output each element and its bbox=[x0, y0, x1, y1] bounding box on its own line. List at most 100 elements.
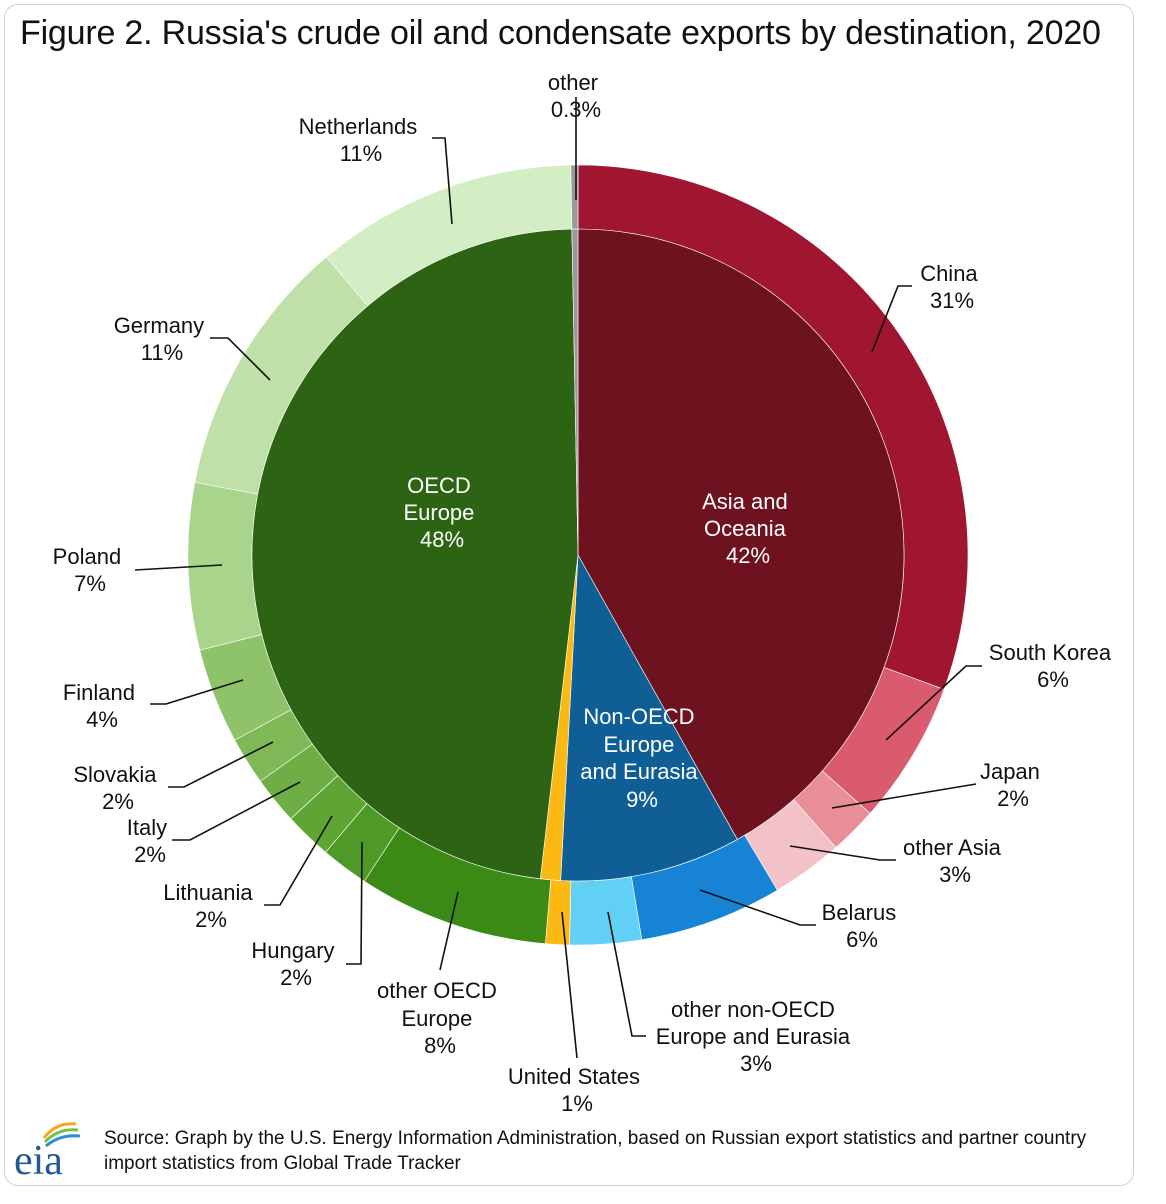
label-other-nonoecd-line1: other non-OECD bbox=[671, 997, 835, 1022]
label-united-states-name: United States bbox=[508, 1064, 640, 1089]
leader-italy bbox=[172, 781, 301, 841]
label-finland: Finland 4% bbox=[63, 680, 141, 732]
label-germany: Germany 11% bbox=[114, 313, 211, 365]
inner-pie bbox=[251, 228, 905, 882]
label-oecd-europe: OECD Europe 48% bbox=[403, 473, 480, 552]
label-nonoecd-line2: Europe bbox=[603, 732, 674, 757]
label-italy-value: 2% bbox=[134, 842, 166, 867]
label-china: China 31% bbox=[920, 261, 984, 313]
leader-poland bbox=[134, 564, 223, 571]
label-other-oecd-line2: Europe bbox=[401, 1006, 472, 1031]
label-china-name: China bbox=[920, 261, 978, 286]
leader-lithuania bbox=[264, 815, 333, 906]
label-south-korea-value: 6% bbox=[1037, 667, 1069, 692]
leader-united-states bbox=[561, 911, 578, 1059]
label-other-asia: other Asia 3% bbox=[903, 835, 1007, 887]
label-asia-line1: Asia and bbox=[702, 489, 788, 514]
label-poland: Poland 7% bbox=[53, 544, 128, 596]
label-hungary: Hungary 2% bbox=[251, 938, 340, 990]
source-note: Source: Graph by the U.S. Energy Informa… bbox=[104, 1128, 1087, 1174]
label-lithuania-name: Lithuania bbox=[163, 880, 253, 905]
label-slovakia-value: 2% bbox=[102, 789, 134, 814]
label-asia-line2: Oceania bbox=[704, 516, 787, 541]
label-oecd-line2: Europe bbox=[403, 500, 474, 525]
label-nonoecd-value: 9% bbox=[626, 787, 658, 812]
label-japan-name: Japan bbox=[980, 759, 1040, 784]
label-germany-value: 11% bbox=[141, 340, 183, 365]
label-netherlands-value: 11% bbox=[340, 141, 382, 166]
label-non-oecd: Non-OECD Europe and Eurasia 9% bbox=[580, 704, 704, 812]
label-other-asia-name: other Asia bbox=[903, 835, 1002, 860]
label-japan: Japan 2% bbox=[980, 759, 1046, 811]
label-nonoecd-line1: Non-OECD bbox=[583, 704, 694, 729]
label-oecd-value: 48% bbox=[420, 527, 464, 552]
leader-germany bbox=[210, 337, 271, 381]
label-slovakia: Slovakia 2% bbox=[73, 762, 162, 814]
leader-finland bbox=[150, 679, 244, 705]
label-other-nonoecd-value: 3% bbox=[740, 1051, 772, 1076]
outer-slice-other-non-oecd-europe-and-eurasia bbox=[569, 876, 643, 946]
logo-arc-orange bbox=[42, 1122, 77, 1139]
leader-slovakia bbox=[168, 741, 274, 788]
label-lithuania-value: 2% bbox=[195, 907, 227, 932]
label-lithuania: Lithuania 2% bbox=[163, 880, 258, 932]
label-other-asia-value: 3% bbox=[939, 862, 971, 887]
logo-text: eia bbox=[14, 1138, 63, 1178]
label-netherlands-name: Netherlands bbox=[299, 114, 418, 139]
label-asia-value: 42% bbox=[726, 543, 770, 568]
leader-lines bbox=[134, 97, 982, 1059]
leader-japan bbox=[831, 783, 977, 809]
label-other-name: other bbox=[548, 70, 598, 95]
leader-china bbox=[871, 285, 912, 353]
label-poland-name: Poland bbox=[53, 544, 122, 569]
label-italy: Italy 2% bbox=[127, 815, 173, 867]
label-germany-name: Germany bbox=[114, 313, 204, 338]
outer-ring bbox=[187, 164, 969, 946]
label-united-states: United States 1% bbox=[508, 1064, 646, 1116]
label-other: other 0.3% bbox=[548, 70, 604, 122]
inner-slice-asia-and-oceania bbox=[577, 228, 905, 840]
label-poland-value: 7% bbox=[74, 571, 106, 596]
label-slovakia-name: Slovakia bbox=[73, 762, 157, 787]
label-other-nonoecd-line2: Europe and Eurasia bbox=[656, 1024, 851, 1049]
eia-logo: eia bbox=[14, 1122, 81, 1178]
label-united-states-value: 1% bbox=[561, 1091, 593, 1116]
label-hungary-value: 2% bbox=[280, 965, 312, 990]
leader-netherlands bbox=[432, 137, 453, 225]
label-south-korea-name: South Korea bbox=[989, 640, 1112, 665]
leader-south-korea bbox=[885, 665, 982, 741]
label-other-value: 0.3% bbox=[551, 97, 601, 122]
chart-title: Figure 2. Russia's crude oil and condens… bbox=[20, 14, 1101, 52]
leader-other-nonoecd bbox=[607, 911, 646, 1037]
inner-slice-other bbox=[571, 228, 579, 556]
label-hungary-name: Hungary bbox=[251, 938, 334, 963]
inner-slice-non-oecd-europe-and-eurasia bbox=[560, 553, 738, 882]
label-japan-value: 2% bbox=[997, 786, 1029, 811]
label-finland-name: Finland bbox=[63, 680, 135, 705]
label-italy-name: Italy bbox=[127, 815, 167, 840]
label-other-oecd-line1: other OECD bbox=[377, 978, 497, 1003]
labels: Asia and Oceania 42% Non-OECD Europe and… bbox=[53, 70, 1117, 1116]
label-south-korea: South Korea 6% bbox=[989, 640, 1117, 692]
label-finland-value: 4% bbox=[86, 707, 118, 732]
label-asia-oceania: Asia and Oceania 42% bbox=[702, 489, 794, 568]
leader-other-asia bbox=[789, 845, 896, 861]
logo-arc-green bbox=[43, 1128, 79, 1144]
label-oecd-line1: OECD bbox=[407, 473, 471, 498]
label-other-oecd: other OECD Europe 8% bbox=[377, 978, 503, 1058]
leader-belarus bbox=[699, 889, 816, 926]
label-china-value: 31% bbox=[930, 288, 974, 313]
leader-other-oecd bbox=[439, 891, 459, 971]
label-belarus-value: 6% bbox=[846, 927, 878, 952]
label-other-oecd-value: 8% bbox=[424, 1033, 456, 1058]
label-nonoecd-line3: and Eurasia bbox=[580, 759, 698, 784]
leader-hungary bbox=[346, 841, 363, 965]
logo-arc-blue bbox=[45, 1134, 81, 1148]
label-belarus: Belarus 6% bbox=[822, 900, 903, 952]
label-netherlands: Netherlands 11% bbox=[299, 114, 424, 166]
inner-slice-oecd-europe bbox=[251, 228, 579, 880]
label-other-nonoecd: other non-OECD Europe and Eurasia 3% bbox=[656, 997, 857, 1076]
outer-slice-other bbox=[570, 164, 579, 230]
label-belarus-name: Belarus bbox=[822, 900, 897, 925]
